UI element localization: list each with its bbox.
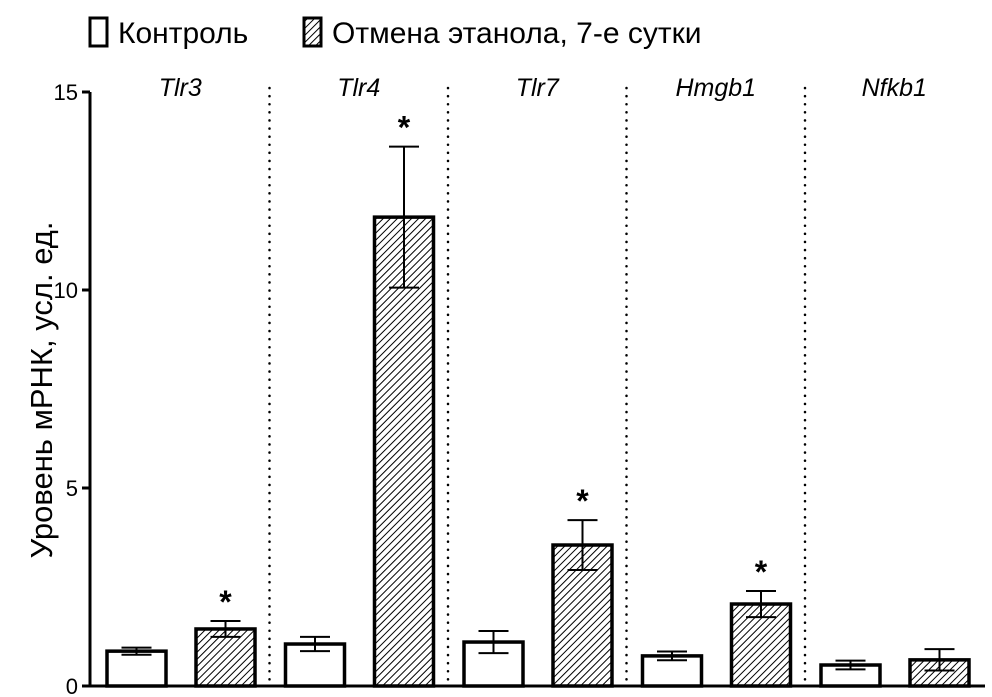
significance-marker: * <box>398 110 411 146</box>
y-tick-label: 0 <box>66 674 78 697</box>
category-label: Tlr4 <box>337 74 380 102</box>
significance-marker: * <box>576 483 589 519</box>
legend-swatch-control <box>88 16 109 48</box>
y-tick-label: 15 <box>54 80 78 105</box>
legend-label-withdrawal: Отмена этанола, 7-е сутки <box>332 17 701 50</box>
category-label: Hmgb1 <box>675 74 756 102</box>
bar-withdrawal <box>194 627 257 688</box>
y-tick-label: 5 <box>66 476 78 501</box>
category-label: Nfkb1 <box>862 74 927 102</box>
significance-marker: * <box>219 584 232 620</box>
category-label: Tlr7 <box>516 74 560 102</box>
legend: Контроль Отмена этанола, 7-е сутки <box>88 16 701 50</box>
category-label: Tlr3 <box>159 74 202 102</box>
bar-control <box>105 649 168 688</box>
y-tick-label: 10 <box>54 278 78 303</box>
legend-swatch-withdrawal <box>302 16 323 48</box>
y-axis-label: Уровень мРНК, усл. ед. <box>24 222 59 559</box>
bar-withdrawal <box>372 215 436 688</box>
legend-label-control: Контроль <box>118 17 248 50</box>
significance-marker: * <box>755 554 768 590</box>
